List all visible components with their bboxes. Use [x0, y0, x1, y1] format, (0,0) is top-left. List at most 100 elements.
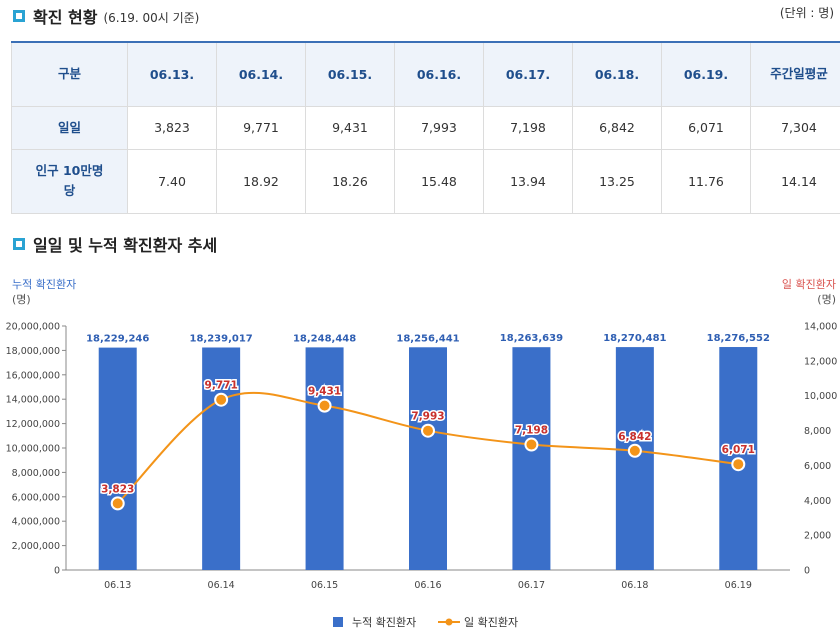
line-value-label: 6,842: [618, 431, 651, 443]
line-point-daily: [110, 496, 125, 511]
status-title: 확진 현황: [33, 8, 98, 27]
legend-line-label: 일 확진환자: [464, 615, 518, 629]
line-value-label: 3,823: [101, 483, 134, 495]
trend-title: 일일 및 누적 확진환자 추세: [33, 236, 218, 255]
left-axis-tick-label: 20,000,000: [6, 322, 60, 333]
bar-cumulative: [202, 347, 241, 570]
bar-cumulative: [409, 347, 447, 570]
table-header-cell: 06.13.: [127, 41, 217, 107]
left-axis-tick-label: 8,000,000: [12, 468, 60, 479]
table-row: 일일 3,823 9,771 9,431 7,993 7,198 6,842 6…: [11, 105, 840, 150]
table-cell: 15.48: [394, 148, 484, 214]
x-axis-tick-label: 06.15: [311, 580, 338, 591]
right-axis-tick-label: 12,000: [804, 356, 837, 367]
table-header-cell: 06.18.: [572, 41, 662, 107]
table-cell: 14.14: [750, 148, 840, 214]
table-cell: 9,431: [305, 105, 395, 150]
left-axis-tick-label: 6,000,000: [12, 492, 60, 503]
line-value-label: 9,771: [205, 380, 238, 392]
left-axis-tick-label: 14,000,000: [6, 395, 60, 406]
table-header-cell: 06.14.: [216, 41, 306, 107]
x-axis-tick-label: 06.14: [208, 580, 235, 591]
line-point-daily: [524, 437, 539, 452]
bar-value-label: 18,248,448: [293, 333, 356, 344]
table-cell: 13.94: [483, 148, 573, 214]
left-axis-tick-label: 12,000,000: [6, 419, 60, 430]
x-axis-tick-label: 06.16: [414, 580, 441, 591]
left-axis-unit: (명): [12, 293, 31, 306]
bar-value-label: 18,276,552: [707, 333, 770, 344]
table-cell: 3,823: [127, 105, 217, 150]
x-axis-tick-label: 06.17: [518, 580, 545, 591]
x-axis-tick-label: 06.19: [725, 580, 752, 591]
table-cell: 7,993: [394, 105, 484, 150]
table-cell: 7.40: [127, 148, 217, 214]
table-header-row: 구분 06.13. 06.14. 06.15. 06.16. 06.17. 06…: [11, 41, 840, 107]
table-header-cell: 06.15.: [305, 41, 395, 107]
right-axis-tick-label: 6,000: [804, 461, 831, 472]
bar-cumulative: [512, 347, 551, 570]
line-value-label: 9,431: [308, 386, 341, 398]
table-header-cell: 주간일평균: [750, 41, 840, 107]
table-row: 인구 10만명당 7.40 18.92 18.26 15.48 13.94 13…: [11, 148, 840, 214]
bar-cumulative: [98, 347, 137, 570]
status-table: 구분 06.13. 06.14. 06.15. 06.16. 06.17. 06…: [11, 41, 840, 214]
left-axis-tick-label: 16,000,000: [6, 370, 60, 381]
table-cell: 7,304: [750, 105, 840, 150]
right-axis-title: 일 확진환자: [782, 277, 836, 291]
bar-value-label: 18,256,441: [396, 333, 459, 344]
table-header-cell: 06.19.: [661, 41, 751, 107]
status-section-header: 확진 현황 (6.19. 00시 기준): [13, 4, 199, 28]
table-cell: 18.92: [216, 148, 306, 214]
left-axis-title: 누적 확진환자: [12, 278, 76, 291]
bar-cumulative: [305, 347, 344, 570]
table-cell: 13.25: [572, 148, 662, 214]
left-axis-tick-label: 4,000,000: [12, 517, 60, 528]
bar-value-label: 18,239,017: [190, 333, 253, 344]
table-header-cell: 06.16.: [394, 41, 484, 107]
trend-section-header: 일일 및 누적 확진환자 추세: [13, 232, 217, 256]
right-axis-tick-label: 14,000: [804, 322, 837, 333]
legend-line-marker: [445, 618, 453, 626]
right-axis-tick-label: 0: [804, 566, 810, 577]
left-axis-tick-label: 18,000,000: [6, 346, 60, 357]
line-point-daily: [627, 443, 642, 458]
left-axis-tick-label: 10,000,000: [6, 444, 60, 455]
table-cell: 6,842: [572, 105, 662, 150]
table-cell: 11.76: [661, 148, 751, 214]
line-value-label: 7,198: [515, 425, 548, 437]
table-cell: 7,198: [483, 105, 573, 150]
line-point-daily: [214, 392, 229, 407]
right-axis-unit: (명): [817, 293, 836, 306]
trend-chart: 누적 확진환자 (명) 일 확진환자 (명) 0 2,000,000 4,000,000 6,…: [6, 277, 838, 629]
right-axis-tick-label: 2,000: [804, 531, 831, 542]
right-axis-tick-label: 8,000: [804, 426, 831, 437]
table-cell: 9,771: [216, 105, 306, 150]
legend-bar-swatch: [333, 617, 343, 627]
line-value-label: 6,071: [722, 444, 755, 456]
section-square-icon: [13, 238, 25, 250]
bar-value-label: 18,263,639: [500, 333, 563, 344]
line-point-daily: [731, 457, 746, 472]
table-header-cell: 구분: [11, 41, 128, 107]
line-value-label: 7,993: [411, 411, 444, 423]
x-axis-tick-label: 06.13: [104, 580, 131, 591]
table-row-label: 일일: [11, 105, 128, 150]
unit-label: (단위 : 명): [779, 6, 834, 20]
status-subtitle: (6.19. 00시 기준): [103, 11, 200, 25]
bar-cumulative: [615, 347, 654, 570]
left-axis-tick-label: 2,000,000: [12, 541, 60, 552]
legend-bar-label: 누적 확진환자: [352, 616, 416, 629]
section-square-icon: [13, 10, 25, 22]
bar-value-label: 18,270,481: [603, 333, 666, 344]
bar-value-label: 18,229,246: [86, 334, 149, 345]
table-cell: 6,071: [661, 105, 751, 150]
right-axis-tick-label: 4,000: [804, 496, 831, 507]
table-row-label: 인구 10만명당: [11, 148, 128, 214]
table-cell: 18.26: [305, 148, 395, 214]
left-axis-tick-label: 0: [54, 566, 60, 577]
right-axis-tick-label: 10,000: [804, 391, 837, 402]
line-point-daily: [317, 398, 332, 413]
table-header-cell: 06.17.: [483, 41, 573, 107]
line-point-daily: [421, 423, 435, 438]
